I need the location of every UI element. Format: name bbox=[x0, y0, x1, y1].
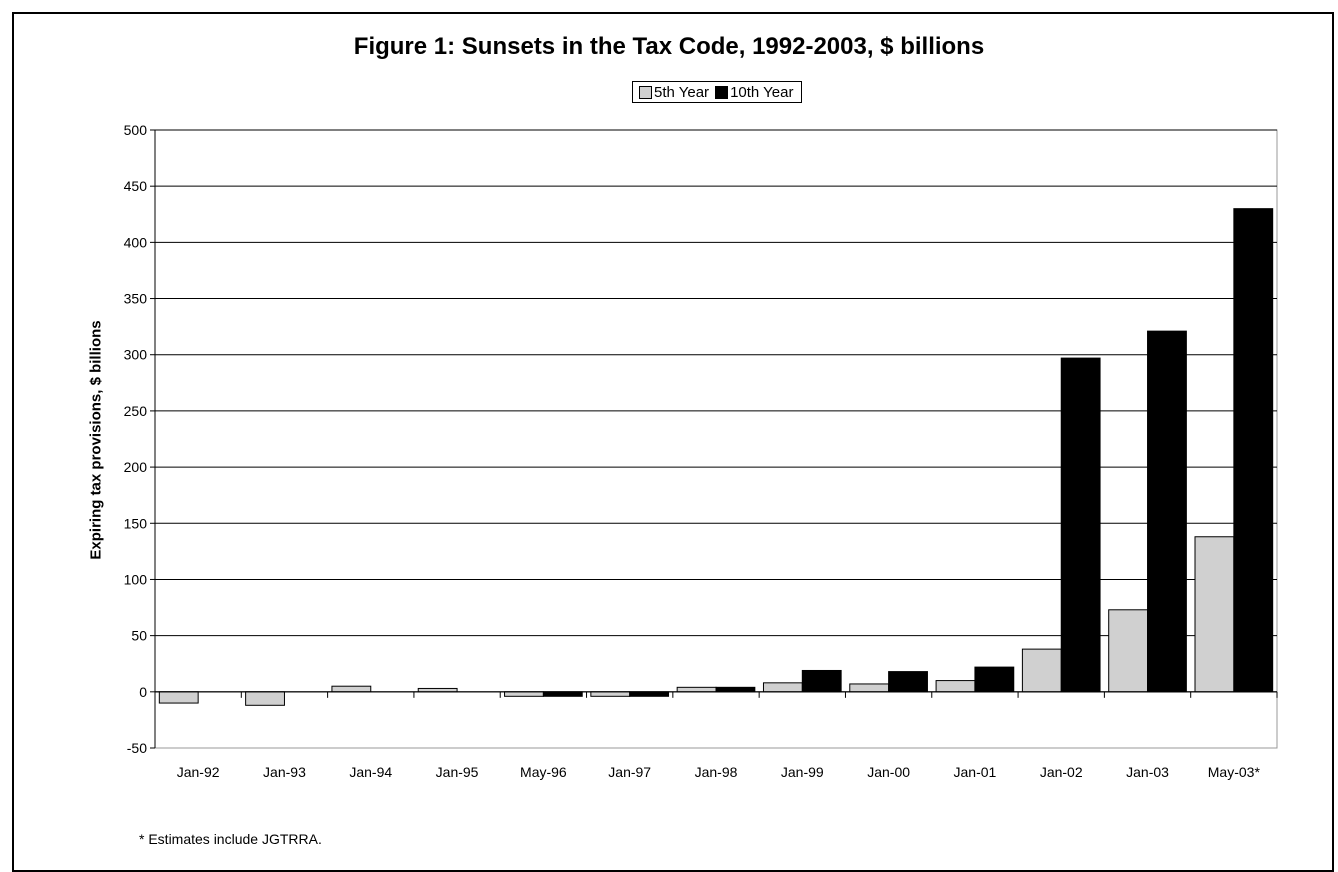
x-tick-label: Jan-03 bbox=[1126, 764, 1169, 780]
bar-5th-year bbox=[676, 686, 717, 693]
y-tick-label: -50 bbox=[127, 740, 147, 756]
x-tick-label: Jan-92 bbox=[177, 764, 220, 780]
bar-5th-year bbox=[504, 691, 544, 697]
y-tick-label: 450 bbox=[124, 178, 148, 194]
legend-item-10th-year: 10th Year bbox=[715, 84, 793, 101]
x-tick-label: Jan-02 bbox=[1040, 764, 1083, 780]
chart-title: Figure 1: Sunsets in the Tax Code, 1992-… bbox=[353, 33, 985, 60]
x-tick-label: Jan-99 bbox=[781, 764, 824, 780]
y-tick-label: 300 bbox=[124, 347, 148, 363]
legend-swatch-10th-year bbox=[715, 85, 729, 99]
bar-5th-year bbox=[1021, 648, 1062, 693]
bar-10th-year bbox=[1060, 357, 1101, 693]
x-tick-label: Jan-97 bbox=[608, 764, 651, 780]
bar-10th-year bbox=[629, 691, 670, 697]
x-tick-label: May-96 bbox=[520, 764, 567, 780]
y-tick-label: 500 bbox=[124, 122, 148, 138]
bar-10th-year bbox=[542, 691, 583, 697]
footnote: * Estimates include JGTRRA. bbox=[139, 831, 322, 847]
bar-5th-year bbox=[935, 680, 976, 693]
bar-5th-year bbox=[158, 691, 199, 704]
legend-label-10th-year: 10th Year bbox=[730, 83, 794, 101]
chart-frame bbox=[12, 12, 1334, 872]
x-tick-label: Jan-98 bbox=[695, 764, 738, 780]
x-tick-label: Jan-94 bbox=[349, 764, 392, 780]
y-tick-label: 400 bbox=[124, 234, 148, 250]
bar-5th-year bbox=[762, 682, 803, 693]
bar-10th-year bbox=[801, 669, 842, 693]
bar-10th-year bbox=[1147, 330, 1187, 693]
y-tick-label: 150 bbox=[124, 515, 148, 531]
bar-5th-year bbox=[331, 685, 372, 693]
y-tick-label: 250 bbox=[124, 403, 148, 419]
x-tick-label: Jan-01 bbox=[954, 764, 997, 780]
x-tick-label: May-03* bbox=[1208, 764, 1261, 780]
bar-5th-year bbox=[245, 691, 285, 706]
y-tick-label: 200 bbox=[124, 459, 148, 475]
bar-10th-year bbox=[715, 686, 756, 693]
bar-5th-year bbox=[1108, 609, 1149, 693]
bar-10th-year bbox=[974, 666, 1015, 693]
bar-5th-year bbox=[1194, 536, 1235, 693]
bar-10th-year bbox=[888, 671, 928, 693]
legend-label-5th-year: 5th Year bbox=[654, 83, 710, 101]
bar-5th-year bbox=[849, 683, 890, 693]
x-tick-label: Jan-93 bbox=[263, 764, 306, 780]
bar-10th-year bbox=[1233, 208, 1274, 693]
legend-swatch-5th-year bbox=[639, 85, 652, 99]
y-tick-label: 100 bbox=[124, 571, 148, 587]
legend-item-5th-year: 5th Year bbox=[639, 84, 709, 101]
legend: 5th Year 10th Year bbox=[632, 81, 803, 103]
y-tick-label: 50 bbox=[131, 628, 147, 644]
x-tick-label: Jan-00 bbox=[867, 764, 910, 780]
y-tick-label: 350 bbox=[124, 291, 148, 307]
x-tick-label: Jan-95 bbox=[436, 764, 479, 780]
y-tick-label: 0 bbox=[139, 684, 147, 700]
bar-5th-year bbox=[590, 691, 631, 697]
